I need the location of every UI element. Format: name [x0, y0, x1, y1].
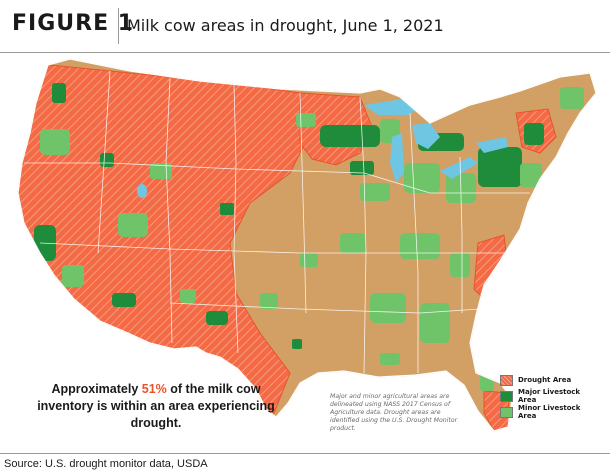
map-legend: Drought Area Major Livestock Area Minor … — [500, 373, 600, 421]
methodology-note: Major and minor agricultural areas are d… — [330, 393, 458, 432]
drought-map: Drought Area Major Livestock Area Minor … — [0, 53, 610, 453]
legend-label-minor: Minor Livestock Area — [518, 404, 581, 420]
top-rule — [0, 52, 610, 53]
major-livestock-swatch — [500, 390, 513, 402]
source-line: Source: U.S. drought monitor data, USDA — [4, 458, 208, 470]
legend-label-drought: Drought Area — [518, 376, 572, 384]
us-outline — [17, 58, 597, 432]
great-salt-lake — [137, 184, 147, 198]
minor-livestock-swatch — [500, 406, 513, 418]
header-divider — [118, 8, 119, 44]
state-borders — [24, 70, 530, 374]
figure-label: FIGURE 1 — [12, 11, 135, 36]
figure-header: FIGURE 1 Milk cow areas in drought, June… — [0, 0, 610, 52]
callout-percent: 51% — [141, 382, 167, 396]
drought-area-southeast — [473, 234, 509, 306]
bottom-rule — [0, 453, 610, 454]
callout-suffix: of the milk cow inventory is within an a… — [37, 382, 275, 430]
figure-title: Milk cow areas in drought, June 1, 2021 — [127, 16, 444, 35]
legend-item-major: Major Livestock Area — [500, 388, 600, 404]
drought-callout: Approximately 51% of the milk cow invent… — [36, 381, 276, 432]
drought-swatch — [500, 374, 513, 386]
legend-item-drought: Drought Area — [500, 373, 600, 387]
us-map-svg — [17, 58, 597, 432]
callout-prefix: Approximately — [51, 382, 142, 396]
legend-label-major: Major Livestock Area — [518, 388, 581, 404]
legend-item-minor: Minor Livestock Area — [500, 404, 600, 420]
